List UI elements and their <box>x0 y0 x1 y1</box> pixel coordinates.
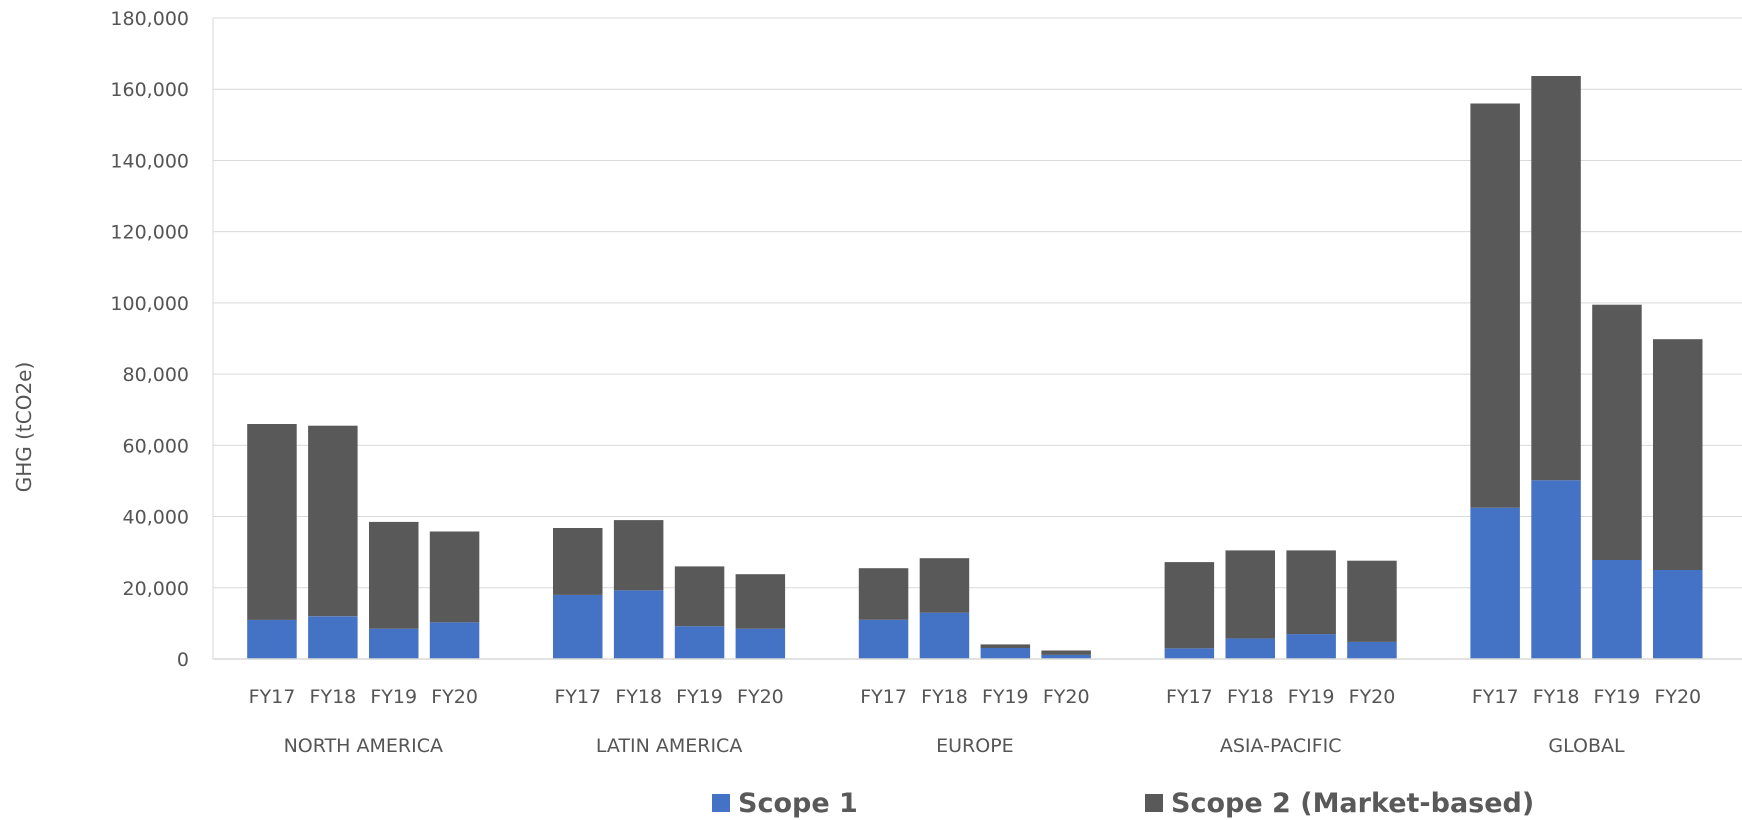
bar-segment-scope-2-global-fy17 <box>1470 103 1520 508</box>
bar-segment-scope-1-europe-fy19 <box>980 648 1031 659</box>
x-tick-label: FY19 <box>1288 686 1335 708</box>
bar-segment-scope-1-global-fy20 <box>1653 570 1703 659</box>
bar-segment-scope-1-europe-fy17 <box>858 619 909 659</box>
bar-segment-scope-2-latin-america-fy20 <box>735 574 786 629</box>
x-tick-label: FY18 <box>1533 686 1580 708</box>
y-tick-label: 180,000 <box>110 8 189 30</box>
bar-segment-scope-2-global-fy20 <box>1653 339 1703 570</box>
x-group-label: ASIA-PACIFIC <box>1220 735 1342 757</box>
bar-segment-scope-2-global-fy19 <box>1592 304 1642 560</box>
legend-label: Scope 1 <box>738 788 858 819</box>
bar-segment-scope-1-asia-pacific-fy17 <box>1164 648 1215 659</box>
bar-segment-scope-1-asia-pacific-fy20 <box>1347 641 1397 659</box>
bar-segment-scope-1-asia-pacific-fy18 <box>1225 638 1275 659</box>
bar-segment-scope-1-latin-america-fy19 <box>674 626 725 659</box>
x-axis-group-labels: NORTH AMERICA LATIN AMERICA EUROPE ASIA-PAC… <box>284 735 1625 757</box>
x-tick-label: FY20 <box>431 686 478 708</box>
bar-segment-scope-2-latin-america-fy19 <box>674 566 725 627</box>
y-tick-label: 160,000 <box>110 79 189 101</box>
y-tick-label: 20,000 <box>123 578 189 600</box>
x-tick-label: FY17 <box>249 686 296 708</box>
x-tick-label: FY20 <box>1043 686 1090 708</box>
y-tick-label: 140,000 <box>110 150 189 172</box>
bar-segment-scope-2-asia-pacific-fy17 <box>1164 562 1215 649</box>
x-tick-label: FY18 <box>310 686 357 708</box>
bar-segment-scope-2-north-america-fy20 <box>429 531 480 623</box>
x-tick-label: FY20 <box>1654 686 1701 708</box>
bar-segment-scope-2-europe-fy17 <box>858 568 909 620</box>
x-tick-label: FY19 <box>1594 686 1641 708</box>
bar-segment-scope-2-latin-america-fy17 <box>553 528 603 595</box>
gridlines <box>213 17 1742 589</box>
x-group-label: EUROPE <box>936 735 1014 757</box>
bars <box>247 76 1703 659</box>
legend-swatch <box>712 794 730 812</box>
x-tick-label: FY18 <box>1227 686 1274 708</box>
bar-segment-scope-1-global-fy18 <box>1531 480 1581 659</box>
bar-segment-scope-1-latin-america-fy17 <box>553 594 603 659</box>
bar-segment-scope-1-asia-pacific-fy19 <box>1286 634 1336 659</box>
bar-segment-scope-2-north-america-fy17 <box>247 424 297 620</box>
bar-segment-scope-2-global-fy18 <box>1531 76 1581 481</box>
bar-segment-scope-1-north-america-fy17 <box>247 619 297 659</box>
bar-segment-scope-2-asia-pacific-fy18 <box>1225 550 1275 639</box>
y-tick-label: 40,000 <box>123 507 189 529</box>
bar-segment-scope-1-europe-fy18 <box>919 612 970 659</box>
x-group-label: LATIN AMERICA <box>596 735 742 757</box>
x-tick-label: FY19 <box>370 686 417 708</box>
bar-segment-scope-1-north-america-fy19 <box>369 628 419 659</box>
x-tick-label: FY18 <box>615 686 662 708</box>
bar-segment-scope-1-north-america-fy18 <box>308 616 358 659</box>
x-axis-category-labels: FY17 FY18 FY19 FY20 FY17 FY18 FY19 FY20 FY17 FY18… <box>249 686 1702 708</box>
x-tick-label: FY17 <box>1166 686 1213 708</box>
bar-segment-scope-1-europe-fy20 <box>1041 654 1091 659</box>
bar-segment-scope-2-europe-fy20 <box>1041 650 1091 655</box>
bar-segment-scope-1-latin-america-fy20 <box>735 628 786 659</box>
x-tick-label: FY17 <box>1472 686 1519 708</box>
x-tick-label: FY17 <box>860 686 907 708</box>
bar-segment-scope-2-north-america-fy19 <box>369 521 419 629</box>
bar-segment-scope-2-north-america-fy18 <box>308 425 358 617</box>
x-tick-label: FY20 <box>1349 686 1396 708</box>
bar-segment-scope-2-asia-pacific-fy19 <box>1286 550 1336 635</box>
y-tick-label: 80,000 <box>123 364 189 386</box>
bar-segment-scope-1-latin-america-fy18 <box>613 590 664 659</box>
legend: Scope 1 Scope 2 (Market-based) <box>712 788 1534 819</box>
x-tick-label: FY19 <box>982 686 1029 708</box>
y-tick-label: 120,000 <box>110 222 189 244</box>
bar-segment-scope-2-latin-america-fy18 <box>613 520 664 591</box>
legend-swatch <box>1145 794 1163 812</box>
x-tick-label: FY18 <box>921 686 968 708</box>
y-tick-label: 60,000 <box>123 435 189 457</box>
bar-segment-scope-1-global-fy19 <box>1592 560 1642 659</box>
x-tick-label: FY17 <box>554 686 601 708</box>
bar-segment-scope-2-europe-fy19 <box>980 644 1031 648</box>
bar-segment-scope-1-north-america-fy20 <box>429 622 480 659</box>
y-tick-label: 0 <box>177 649 189 671</box>
x-group-label: NORTH AMERICA <box>284 735 443 757</box>
y-axis-label: GHG (tCO2e) <box>12 362 36 493</box>
bar-segment-scope-2-europe-fy18 <box>919 558 970 613</box>
y-tick-label: 100,000 <box>110 293 189 315</box>
x-group-label: GLOBAL <box>1548 735 1625 757</box>
bar-segment-scope-1-global-fy17 <box>1470 507 1520 659</box>
y-axis-ticks: 0 20,000 40,000 60,000 80,000 100,000 120,000 1… <box>110 8 189 671</box>
legend-label: Scope 2 (Market-based) <box>1171 788 1534 819</box>
x-tick-label: FY19 <box>676 686 723 708</box>
x-tick-label: FY20 <box>737 686 784 708</box>
bar-segment-scope-2-asia-pacific-fy20 <box>1347 560 1397 642</box>
